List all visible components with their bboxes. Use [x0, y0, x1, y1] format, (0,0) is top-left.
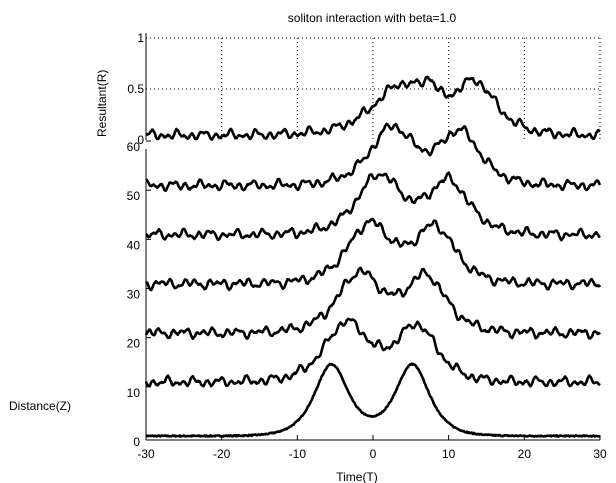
- r-tick-label: 0: [137, 133, 144, 147]
- axes: [145, 33, 601, 441]
- z-tick-label: 50: [127, 189, 141, 203]
- z-tick-label: 0: [133, 435, 140, 449]
- z-tick-label: 20: [127, 337, 141, 351]
- x-axis-label: Time(T): [336, 470, 378, 483]
- r-tick-label: 0.5: [127, 82, 144, 96]
- x-tick-label: 0: [370, 447, 377, 461]
- r-axis-label: Resultant(R): [95, 70, 109, 137]
- series-group: [144, 75, 602, 438]
- series-line-z40: [145, 171, 601, 242]
- z-tick-label: 30: [127, 288, 141, 302]
- series-line-z10: [144, 317, 601, 388]
- series-line-z50: [145, 122, 602, 193]
- x-tick-label: 30: [593, 447, 607, 461]
- x-tick-label: -30: [137, 447, 155, 461]
- z-tick-labels: 0 10 20 30 40 50 60: [127, 140, 141, 449]
- x-tick-label: -20: [213, 447, 231, 461]
- series-line-z60: [145, 75, 601, 141]
- x-tick-label: -10: [289, 447, 307, 461]
- series-line-z0: [145, 362, 601, 438]
- z-tick-label: 40: [127, 238, 141, 252]
- series-line-z30: [144, 217, 602, 292]
- chart-title: soliton interaction with beta=1.0: [288, 11, 457, 25]
- x-tick-label: 10: [442, 447, 456, 461]
- z-axis-label: Distance(Z): [9, 399, 71, 413]
- x-tick-labels: -30 -20 -10 0 10 20 30: [137, 447, 607, 461]
- z-tick-label: 10: [127, 386, 141, 400]
- z-tick-label: 60: [127, 140, 141, 154]
- r-tick-label: 1: [137, 31, 144, 45]
- series-line-z20: [144, 266, 602, 340]
- x-tick-label: 20: [518, 447, 532, 461]
- r-tick-labels: 00.51: [127, 31, 144, 147]
- top-panel-grid: [146, 37, 601, 140]
